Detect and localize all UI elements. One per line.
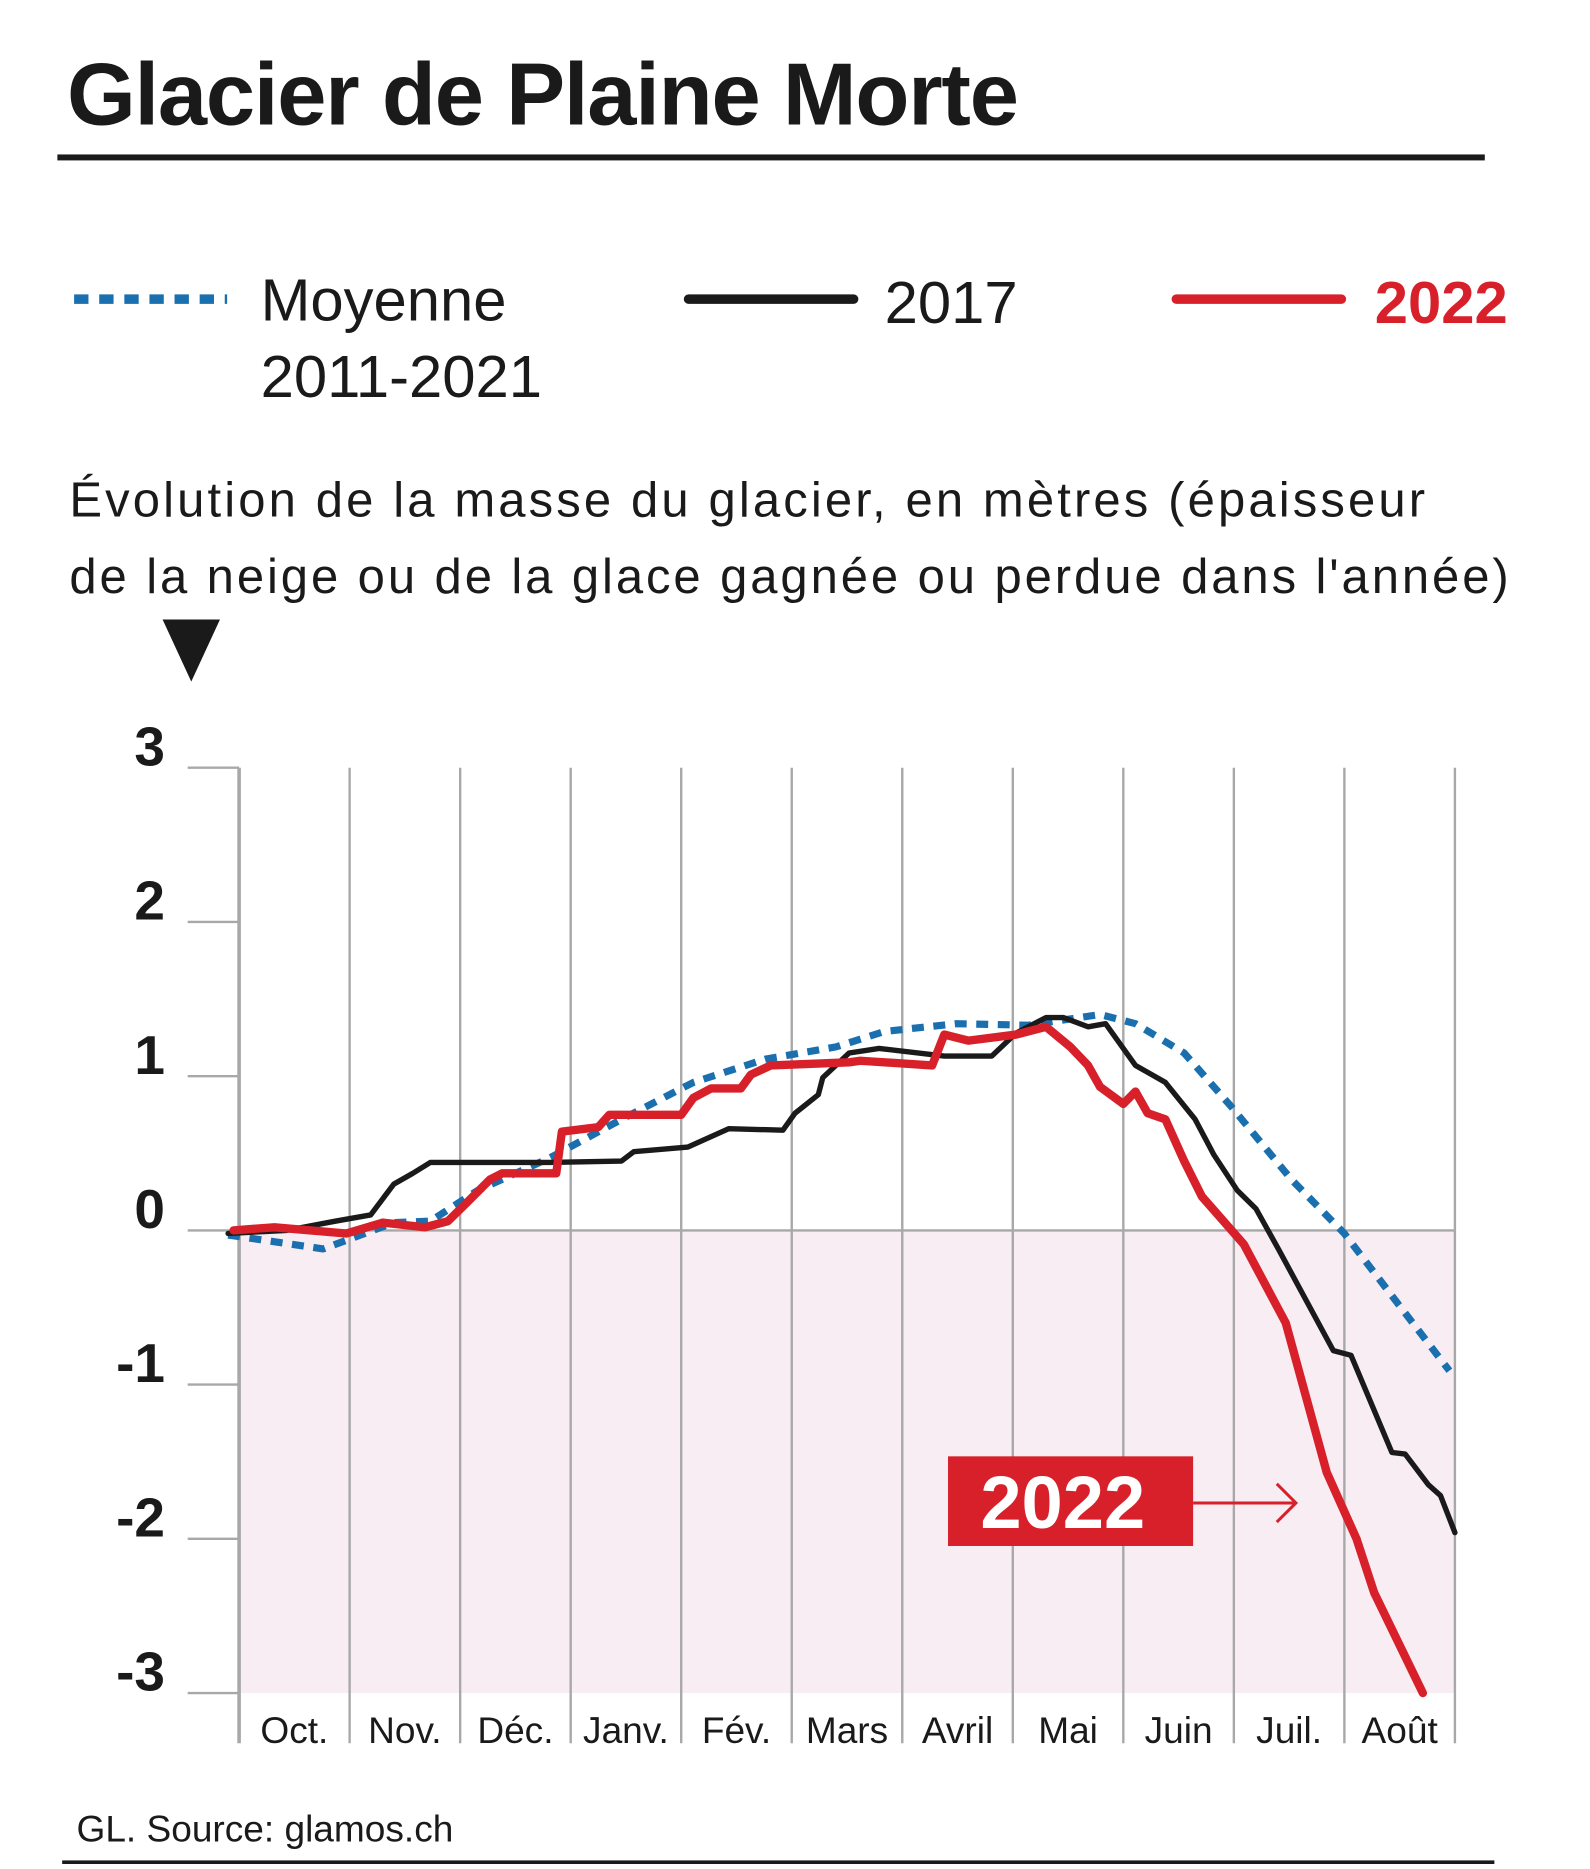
x-tick-label: Oct. xyxy=(260,1709,328,1751)
subtitle-line-1: Évolution de la masse du glacier, en mèt… xyxy=(69,474,1425,528)
down-triangle-icon xyxy=(162,619,220,682)
legend: Moyenne 2011-2021 2017 2022 xyxy=(74,267,1508,410)
negative-zone xyxy=(239,1230,1455,1694)
x-tick-label: Déc. xyxy=(477,1709,553,1751)
y-tick-label: 0 xyxy=(134,1178,165,1240)
annotation-label: 2022 xyxy=(980,1461,1145,1544)
annotation-2022: 2022 xyxy=(948,1456,1299,1546)
legend-label-average: Moyenne xyxy=(261,267,507,334)
chart-title: Glacier de Plaine Morte xyxy=(67,45,1018,144)
x-tick-label: Juin xyxy=(1145,1709,1213,1751)
y-tick-label: -2 xyxy=(116,1486,165,1548)
x-tick-label: Juil. xyxy=(1256,1709,1322,1751)
x-tick-label: Août xyxy=(1362,1709,1439,1751)
x-tick-label: Nov. xyxy=(368,1709,441,1751)
y-tick-label: 3 xyxy=(134,715,165,777)
y-tick-label: -3 xyxy=(116,1641,165,1703)
x-tick-label: Janv. xyxy=(583,1709,669,1751)
x-tick-label: Avril xyxy=(922,1709,993,1751)
y-tick-label: 2 xyxy=(134,870,165,932)
arrow-head-icon xyxy=(1275,1482,1299,1524)
legend-label-average-years: 2011-2021 xyxy=(261,343,542,410)
series-line-2017 xyxy=(225,1014,1458,1536)
series-line-2022 xyxy=(229,1022,1428,1698)
x-tick-label: Fév. xyxy=(702,1709,771,1751)
series-line-moyenne-2011-2021 xyxy=(227,1010,1453,1373)
x-tick-label: Mars xyxy=(806,1709,888,1751)
annotation-box xyxy=(948,1456,1194,1546)
title-rule xyxy=(57,154,1485,161)
y-tick-label: -1 xyxy=(116,1332,165,1394)
legend-label-2017: 2017 xyxy=(885,269,1018,336)
legend-label-2022: 2022 xyxy=(1375,269,1508,336)
source-note: GL. Source: glamos.ch xyxy=(77,1807,454,1849)
bottom-rule xyxy=(62,1860,1495,1864)
x-tick-label: Mai xyxy=(1038,1709,1098,1751)
y-tick-label: 1 xyxy=(134,1024,165,1086)
plot-area: 3 2 1 0 -1 -2 -3 Oct. Nov. Déc. Janv. Fév. Mars Avril… xyxy=(116,715,1458,1751)
subtitle-line-2: de la neige ou de la glace gagnée ou per… xyxy=(69,550,1508,604)
